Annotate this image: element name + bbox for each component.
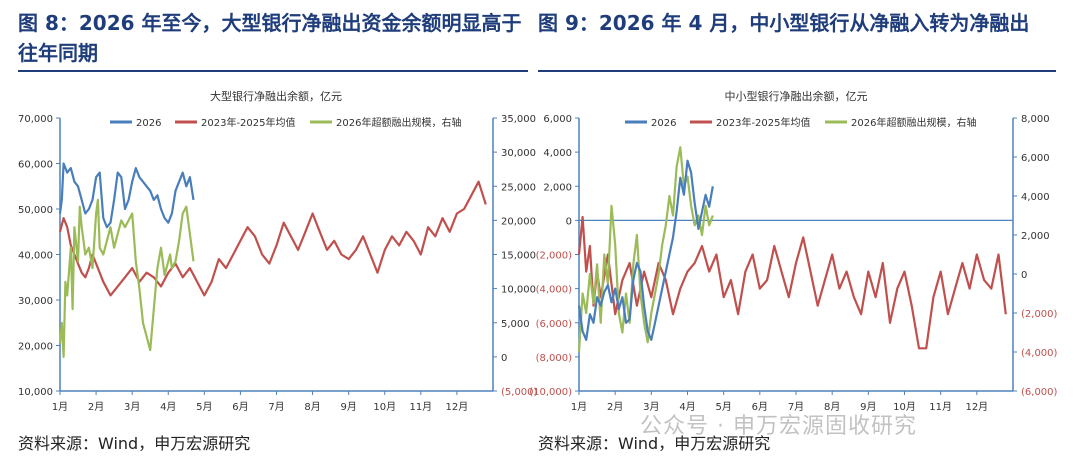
x-tick-label: 10月 xyxy=(373,401,396,413)
x-tick-label: 3月 xyxy=(643,401,659,413)
x-tick-label: 8月 xyxy=(304,401,320,413)
y-tick-label: 30,000 xyxy=(18,296,53,307)
x-tick-label: 11月 xyxy=(929,401,952,413)
y-tick-label: 10,000 xyxy=(18,387,53,398)
chart-2: 中小型银行净融出余额，亿元 (10,000) (8,000) (6,000) (4,00… xyxy=(529,89,1057,413)
x-tick-label: 2月 xyxy=(88,401,104,413)
x-tick-label: 10月 xyxy=(893,401,916,413)
x-tick-label: 1月 xyxy=(571,401,587,413)
legend-label: 2026年超额融出规模，右轴 xyxy=(851,116,976,129)
x-tick-label: 6月 xyxy=(232,401,248,413)
x-tick-label: 4月 xyxy=(160,401,176,413)
right-title-rule xyxy=(538,70,1056,72)
chart-title: 大型银行净融出余额，亿元 xyxy=(210,89,342,103)
y2-tick-label: 0 xyxy=(1021,270,1027,281)
series-line-0 xyxy=(577,159,714,341)
y2-tick-label: 35,000 xyxy=(501,114,536,125)
y2-tick-label: 15,000 xyxy=(501,251,536,262)
x-tick-label: 8月 xyxy=(824,401,840,413)
legend-label: 2023年-2025年均值 xyxy=(201,116,296,129)
x-tick-label: 5月 xyxy=(715,401,731,413)
x-tick-label: 6月 xyxy=(752,401,768,413)
y-tick-label: 4,000 xyxy=(543,148,572,159)
y2-tick-label: 30,000 xyxy=(501,148,536,159)
series-line-1 xyxy=(58,180,487,297)
watermark: 公众号 · 申万宏源固收研究 xyxy=(640,414,917,439)
x-tick-label: 9月 xyxy=(340,401,356,413)
legend-label: 2026年超额融出规模，右轴 xyxy=(336,116,461,129)
chart-title: 中小型银行净融出余额，亿元 xyxy=(725,89,868,103)
y2-tick-label: 25,000 xyxy=(501,182,536,193)
series-line-2 xyxy=(58,198,195,358)
y-tick-label: 0 xyxy=(566,216,572,227)
y2-tick-label: 20,000 xyxy=(501,216,536,227)
y-tick-label: 2,000 xyxy=(543,182,572,193)
x-tick-label: 2月 xyxy=(607,401,623,413)
y-tick-label: (2,000) xyxy=(536,251,573,262)
y-tick-label: (6,000) xyxy=(536,319,573,330)
y-tick-label: 50,000 xyxy=(18,205,53,216)
legend-label: 2026 xyxy=(136,118,161,129)
y2-tick-label: (2,000) xyxy=(1021,309,1058,320)
y2-tick-label: 5,000 xyxy=(501,319,530,330)
y-tick-label: 40,000 xyxy=(18,251,53,262)
x-tick-label: 12月 xyxy=(446,401,469,413)
x-tick-label: 1月 xyxy=(52,401,68,413)
y-tick-label: (4,000) xyxy=(536,285,573,296)
y2-tick-label: 8,000 xyxy=(1021,114,1050,125)
series-line-2 xyxy=(577,146,714,353)
y-tick-label: (8,000) xyxy=(536,353,573,364)
x-tick-label: 3月 xyxy=(124,401,140,413)
right-panel-title: 图 9：2026 年 4 月，中小型银行从净融入转为净融出 xyxy=(538,11,1030,35)
y-tick-label: 6,000 xyxy=(543,114,572,125)
left-panel-title: 图 8：2026 年至今，大型银行净融出资金余额明显高于往年同期 xyxy=(18,11,522,65)
x-tick-label: 11月 xyxy=(409,401,432,413)
y2-tick-label: 10,000 xyxy=(501,285,536,296)
y2-tick-label: 6,000 xyxy=(1021,153,1050,164)
y-tick-label: (10,000) xyxy=(529,387,572,398)
y-tick-label: 20,000 xyxy=(18,342,53,353)
left-source-note: 资料来源：Wind，申万宏源研究 xyxy=(18,434,251,453)
legend-label: 2026 xyxy=(651,118,676,129)
chart-1: 大型银行净融出余额，亿元 10,000 20,000 30,000 40,000 50,0… xyxy=(18,89,538,413)
y2-tick-label: (4,000) xyxy=(1021,348,1058,359)
series-line-1 xyxy=(577,215,1007,350)
x-tick-label: 5月 xyxy=(196,401,212,413)
y2-tick-label: 2,000 xyxy=(1021,231,1050,242)
legend-label: 2023年-2025年均值 xyxy=(716,116,811,129)
x-tick-label: 12月 xyxy=(965,401,988,413)
x-tick-label: 7月 xyxy=(268,401,284,413)
x-tick-label: 7月 xyxy=(788,401,804,413)
y2-tick-label: (5,000) xyxy=(501,387,538,398)
x-tick-label: 9月 xyxy=(860,401,876,413)
right-source-note: 资料来源：Wind，申万宏源研究 xyxy=(538,434,771,453)
left-title-rule xyxy=(18,70,528,72)
y2-tick-label: 4,000 xyxy=(1021,192,1050,203)
y-tick-label: 70,000 xyxy=(18,114,53,125)
y2-tick-label: 0 xyxy=(501,353,507,364)
y-tick-label: 60,000 xyxy=(18,160,53,171)
x-tick-label: 4月 xyxy=(679,401,695,413)
series-line-0 xyxy=(58,162,195,229)
y2-tick-label: (6,000) xyxy=(1021,387,1058,398)
